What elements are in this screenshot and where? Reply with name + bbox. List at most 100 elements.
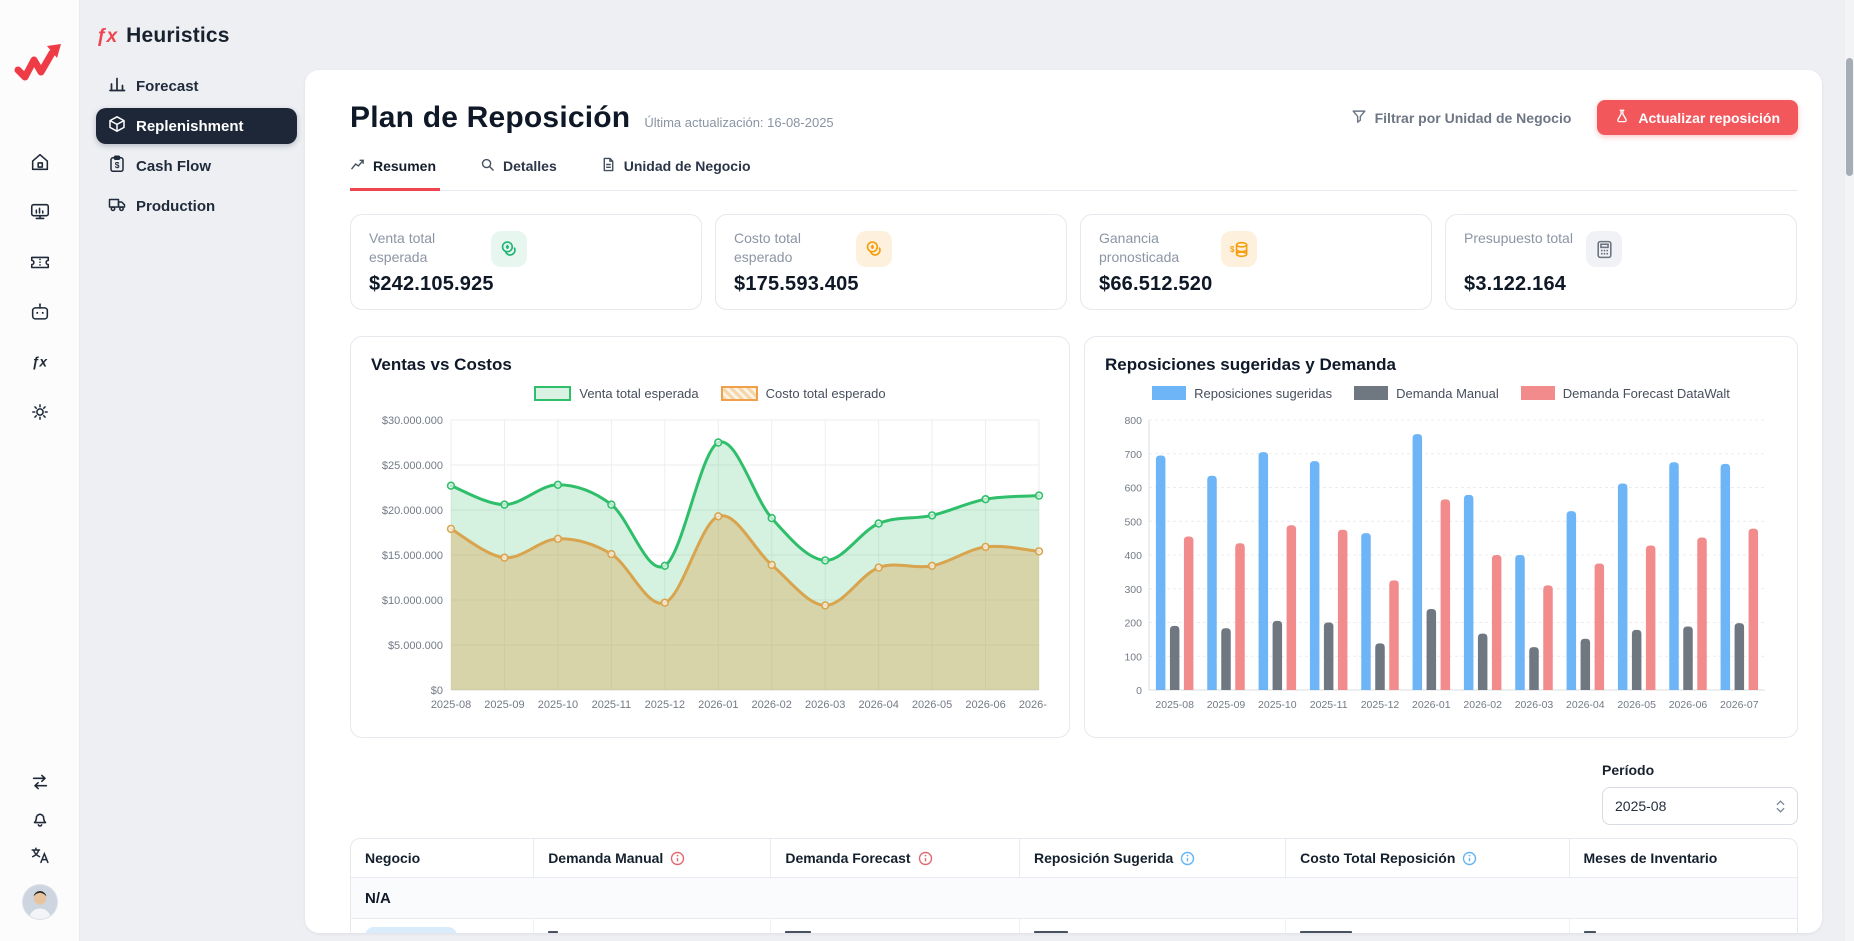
calculator-icon: [1586, 231, 1622, 267]
svg-text:2026-03: 2026-03: [1515, 699, 1554, 711]
kpi-value: $3.122.164: [1464, 273, 1566, 296]
sidebar-item-cash-flow[interactable]: $ Cash Flow: [96, 148, 297, 184]
page-scrollbar: [1845, 0, 1854, 941]
svg-text:2026-01: 2026-01: [698, 699, 738, 711]
svg-text:400: 400: [1124, 550, 1142, 562]
legend-label: Costo total esperado: [766, 386, 886, 401]
update-replenishment-button[interactable]: Actualizar reposición: [1597, 100, 1798, 135]
period-select[interactable]: 2025-08: [1602, 787, 1798, 825]
collapse-arrows-icon[interactable]: [28, 770, 52, 794]
home-icon[interactable]: [28, 150, 52, 174]
info-icon[interactable]: [918, 851, 933, 866]
tab-detalles[interactable]: Detalles: [480, 157, 561, 191]
svg-text:2026-07: 2026-07: [1720, 699, 1759, 711]
col-negocio: Negocio: [351, 839, 533, 877]
truck-icon: [108, 195, 126, 217]
svg-text:2026-02: 2026-02: [752, 699, 792, 711]
brand: ƒx Heuristics: [96, 24, 230, 48]
svg-text:2026-06: 2026-06: [1669, 699, 1708, 711]
last-update-text: Última actualización: 16-08-2025: [644, 115, 833, 130]
sidebar-item-production[interactable]: Production: [96, 188, 297, 224]
trend-chart-icon: [350, 157, 365, 175]
business-badge: [351, 919, 533, 933]
funnel-icon: [1351, 108, 1367, 127]
kpi-row: Venta total esperada $242.105.925 Costo …: [350, 214, 1798, 310]
company-logo-icon[interactable]: [14, 42, 64, 93]
tab-unidad-de-negocio[interactable]: Unidad de Negocio: [601, 157, 755, 191]
tab-label: Unidad de Negocio: [624, 158, 751, 174]
info-icon[interactable]: [670, 851, 685, 866]
col-demanda-forecast: Demanda Forecast: [770, 839, 1019, 877]
monitor-chart-icon[interactable]: [28, 200, 52, 224]
svg-text:2026-06: 2026-06: [965, 699, 1005, 711]
kpi-ganancia: Ganancia pronosticada $ $66.512.520: [1080, 214, 1432, 310]
icon-rail: ƒx: [0, 0, 80, 941]
sidebar-item-forecast[interactable]: Forecast: [96, 68, 297, 104]
chart-title: Ventas vs Costos: [371, 355, 1049, 375]
period-control: Período 2025-08: [1602, 762, 1798, 825]
scrollbar-thumb[interactable]: [1846, 58, 1853, 176]
chart-title: Reposiciones sugeridas y Demanda: [1105, 355, 1777, 375]
svg-text:2025-09: 2025-09: [1207, 699, 1246, 711]
kpi-venta-total: Venta total esperada $242.105.925: [350, 214, 702, 310]
legend-label: Demanda Forecast DataWalt: [1563, 386, 1730, 401]
coin-stack-icon: $: [1221, 231, 1257, 267]
svg-text:$25.000.000: $25.000.000: [382, 460, 443, 472]
svg-text:$10.000.000: $10.000.000: [382, 595, 443, 607]
svg-text:2025-12: 2025-12: [645, 699, 685, 711]
table-row-truncated: [351, 918, 1797, 933]
kpi-costo-total: Costo total esperado $175.593.405: [715, 214, 1067, 310]
tab-resumen[interactable]: Resumen: [350, 157, 440, 191]
legend-swatch-costo: [721, 386, 758, 401]
line-chart-legend: Venta total esperada Costo total esperad…: [371, 384, 1049, 402]
package-box-icon: [108, 115, 126, 137]
ventas-vs-costos-chart: $0$5.000.000$10.000.000$15.000.000$20.00…: [371, 406, 1047, 724]
page-header: Plan de Reposición Última actualización:…: [350, 100, 1798, 135]
svg-text:2026-04: 2026-04: [858, 699, 898, 711]
tab-label: Resumen: [373, 158, 436, 174]
col-costo-total-reposicion: Costo Total Reposición: [1285, 839, 1568, 877]
ventas-vs-costos-card: Ventas vs Costos Venta total esperada Co…: [350, 336, 1070, 738]
user-avatar[interactable]: [22, 884, 58, 920]
info-icon[interactable]: [1462, 851, 1477, 866]
svg-text:2026-01: 2026-01: [1412, 699, 1451, 711]
table-header-row: Negocio Demanda Manual Demanda Forecast …: [351, 839, 1797, 877]
bar-chart-icon: [108, 75, 126, 97]
sidebar-item-label: Production: [136, 198, 215, 215]
charts-row: Ventas vs Costos Venta total esperada Co…: [350, 336, 1798, 738]
notifications-bell-icon[interactable]: [28, 806, 52, 830]
clipboard-dollar-icon: $: [108, 155, 126, 177]
svg-text:2026-07: 2026-07: [1019, 699, 1047, 711]
kpi-presupuesto: Presupuesto total $3.122.164: [1445, 214, 1797, 310]
brand-name: Heuristics: [126, 24, 230, 48]
col-demanda-manual: Demanda Manual: [533, 839, 770, 877]
svg-text:0: 0: [1136, 685, 1142, 697]
svg-text:2025-11: 2025-11: [592, 699, 632, 711]
reposiciones-demanda-chart: 01002003004005006007008002025-082025-092…: [1105, 406, 1775, 724]
svg-text:2025-12: 2025-12: [1361, 699, 1400, 711]
svg-text:2025-11: 2025-11: [1310, 699, 1348, 711]
svg-text:2026-02: 2026-02: [1463, 699, 1502, 711]
sidebar-item-replenishment[interactable]: Replenishment: [96, 108, 297, 144]
filter-by-business-unit[interactable]: Filtrar por Unidad de Negocio: [1351, 108, 1572, 127]
period-value: 2025-08: [1615, 798, 1666, 814]
info-icon[interactable]: [1180, 851, 1195, 866]
svg-text:2025-08: 2025-08: [431, 699, 471, 711]
functions-icon[interactable]: ƒx: [28, 350, 52, 374]
kpi-label: Costo total esperado: [734, 229, 852, 267]
main-content: Plan de Reposición Última actualización:…: [305, 70, 1822, 933]
tab-bar: Resumen Detalles Unidad de Negocio: [350, 157, 1798, 191]
ticket-icon[interactable]: [28, 250, 52, 274]
kpi-value: $175.593.405: [734, 273, 859, 296]
sidebar-item-label: Replenishment: [136, 118, 244, 135]
settings-gear-icon[interactable]: [28, 400, 52, 424]
svg-text:2025-08: 2025-08: [1155, 699, 1194, 711]
svg-text:2025-10: 2025-10: [1258, 699, 1297, 711]
filter-label: Filtrar por Unidad de Negocio: [1375, 110, 1572, 126]
translate-icon[interactable]: [28, 844, 52, 868]
bot-icon[interactable]: [28, 300, 52, 324]
legend-swatch-demanda-forecast: [1521, 386, 1555, 400]
svg-text:$15.000.000: $15.000.000: [382, 550, 443, 562]
coins-icon: [491, 231, 527, 267]
sidebar-item-label: Cash Flow: [136, 158, 211, 175]
